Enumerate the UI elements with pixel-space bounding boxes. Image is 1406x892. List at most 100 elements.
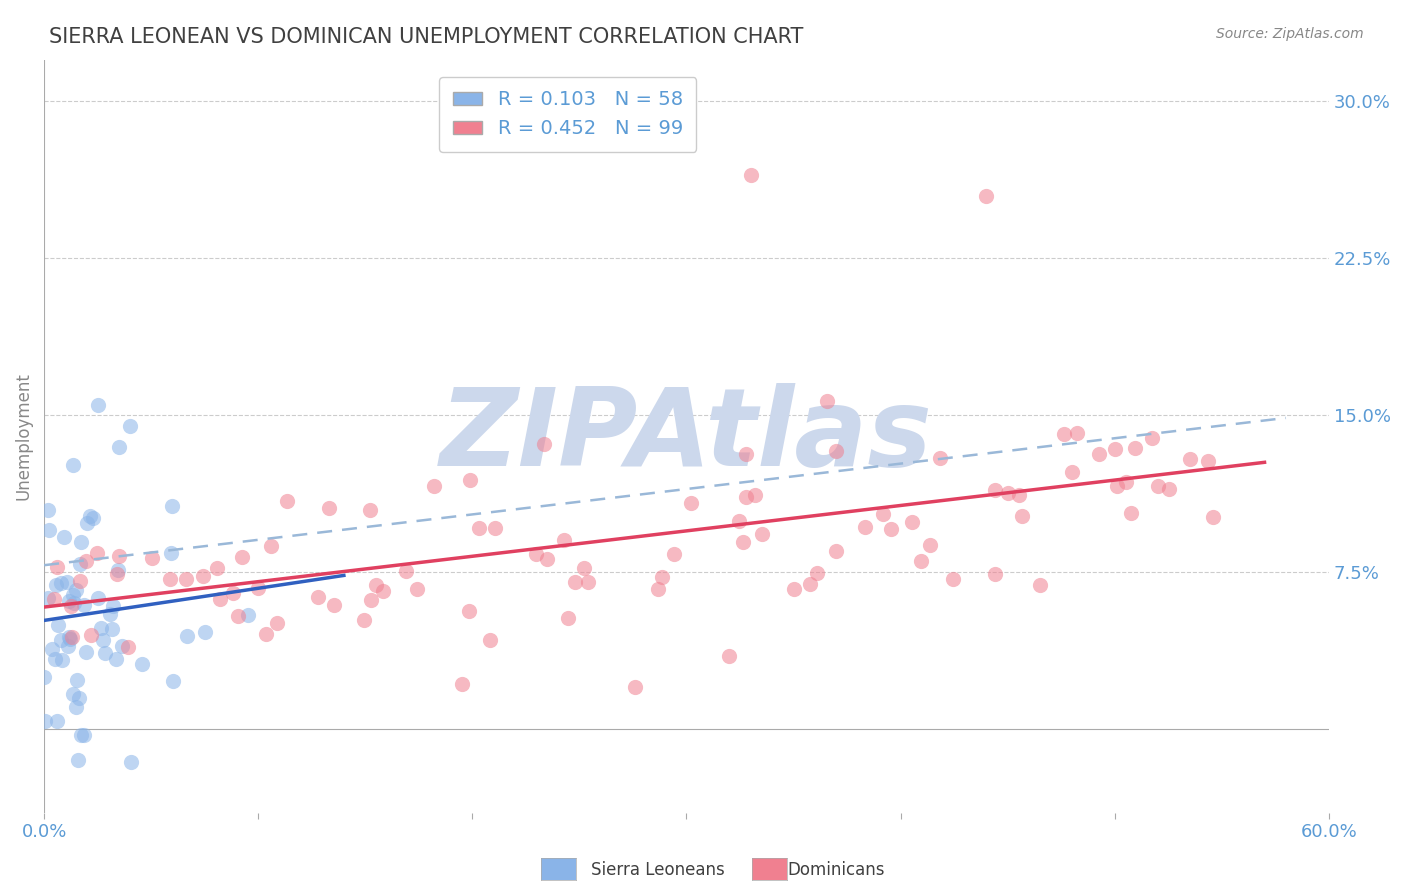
Point [1140,431,1163,445]
Point [59,632,82,646]
Point [67,690,90,705]
Point [478,633,501,648]
Point [406,582,429,596]
Point [75,554,97,568]
Point [162,674,184,689]
Point [42,591,65,606]
Point [87,591,110,606]
Point [56,575,79,590]
Point [744,488,766,502]
Point [141,550,163,565]
Point [1008,488,1031,502]
Text: Dominicans: Dominicans [787,861,884,879]
Point [1028,577,1050,591]
Point [1159,482,1181,496]
Point [160,546,183,560]
Point [108,549,131,563]
Point [929,450,952,465]
Point [647,582,669,596]
Point [450,677,472,691]
Point [162,499,184,513]
Point [176,629,198,643]
Point [238,607,260,622]
Point [624,681,647,695]
Point [41,642,63,657]
Text: Source: ZipAtlas.com: Source: ZipAtlas.com [1216,27,1364,41]
Point [651,569,673,583]
Point [364,578,387,592]
Point [681,496,703,510]
Point [1066,426,1088,441]
Point [38,523,60,537]
Point [62,588,84,602]
Point [46,714,69,728]
Point [73,598,96,612]
Point [901,516,924,530]
Text: ZIPAtlas: ZIPAtlas [440,384,932,489]
Point [62,458,84,473]
Point [75,645,97,659]
Point [1060,465,1083,479]
Text: SIERRA LEONEAN VS DOMINICAN UNEMPLOYMENT CORRELATION CHART: SIERRA LEONEAN VS DOMINICAN UNEMPLOYMENT… [49,27,804,46]
Point [468,521,491,535]
Point [458,473,481,487]
Point [91,633,114,648]
Point [246,581,269,595]
Point [80,628,103,642]
Point [82,511,104,525]
Point [1197,454,1219,468]
Text: Sierra Leoneans: Sierra Leoneans [591,861,724,879]
Point [423,479,446,493]
Point [131,657,153,671]
Point [735,490,758,504]
Point [307,591,329,605]
Point [65,700,87,714]
Point [1119,506,1142,520]
Point [1011,509,1033,524]
Point [578,574,600,589]
Point [533,436,555,450]
Point [94,646,117,660]
Point [37,503,59,517]
Point [53,530,76,544]
Point [98,607,121,621]
Point [941,573,963,587]
Point [526,547,548,561]
Point [1115,475,1137,490]
Point [105,652,128,666]
Point [79,509,101,524]
Point [231,550,253,565]
Point [66,673,89,687]
Point [45,578,67,592]
Point [1123,441,1146,455]
Point [32,670,55,684]
Point [63,596,86,610]
Point [371,584,394,599]
Point [740,168,762,182]
Point [86,546,108,560]
Point [1105,479,1128,493]
Point [70,535,93,549]
Point [825,543,848,558]
Point [825,444,848,458]
Point [58,639,80,653]
Point [58,594,80,608]
Point [191,568,214,582]
Point [174,572,197,586]
Point [359,502,381,516]
Point [536,551,558,566]
Point [159,572,181,586]
Point [872,507,894,521]
Point [120,755,142,769]
Point [58,630,80,644]
Legend: R = 0.103   N = 58, R = 0.452   N = 99: R = 0.103 N = 58, R = 0.452 N = 99 [439,77,696,152]
Point [733,535,755,549]
Point [266,615,288,630]
Point [226,608,249,623]
Point [1104,442,1126,456]
Point [974,188,997,202]
Point [1053,427,1076,442]
Point [108,440,131,454]
Point [65,583,87,598]
Point [105,567,128,582]
